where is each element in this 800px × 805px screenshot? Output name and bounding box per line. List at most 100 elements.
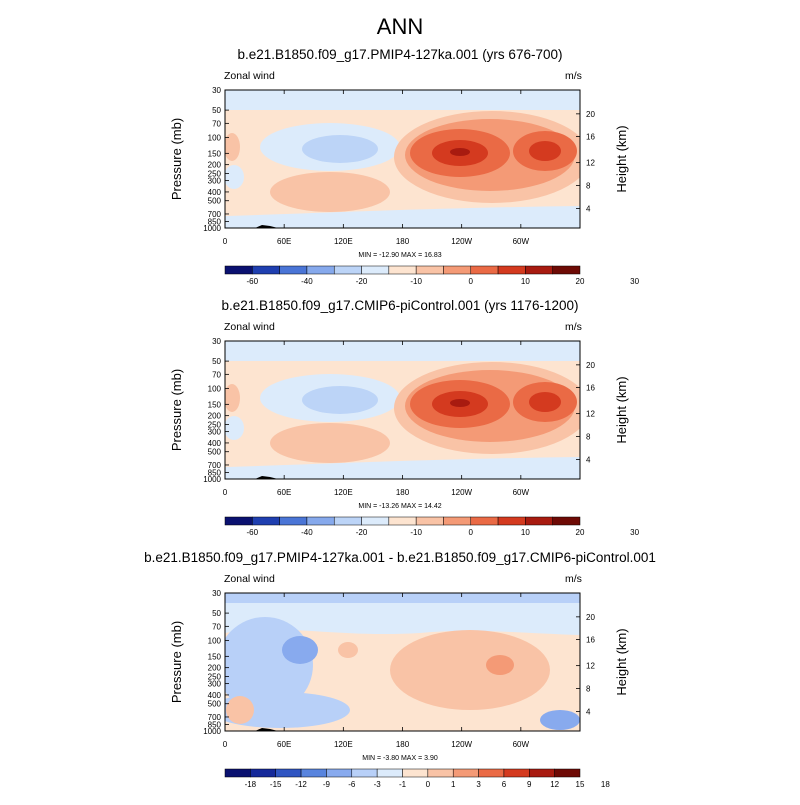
topography [255, 225, 278, 228]
colorbar-box [503, 768, 530, 778]
colorbar-label: 0 [469, 277, 474, 286]
contour-region [529, 392, 561, 412]
x-tick-label: 180 [396, 237, 410, 246]
x-tick-label: 60W [513, 740, 530, 749]
contour-region [225, 692, 350, 728]
colorbar-box [306, 516, 335, 526]
y-tick-label: 400 [208, 691, 222, 700]
colorbar-label: 20 [576, 277, 585, 286]
colorbar-box [252, 516, 280, 526]
y-tick-label: 1000 [203, 727, 221, 736]
colorbar-box [470, 516, 499, 526]
y-tick-label: 150 [208, 652, 222, 661]
colorbar-box [326, 768, 353, 778]
contour-plot: 3050701001502002503004005007008501000201… [169, 337, 640, 537]
y-tick-label: 200 [208, 161, 222, 170]
y-tick-label: 30 [212, 86, 221, 95]
colorbar-label: -20 [356, 528, 368, 537]
contour-region [302, 386, 378, 414]
y-tick-label: 70 [212, 622, 221, 631]
colorbar-label: 18 [601, 780, 610, 789]
right-tick-label: 20 [586, 110, 595, 119]
colorbar-label: 0 [426, 780, 431, 789]
y-axis-title: Pressure (mb) [169, 369, 184, 451]
contour-region [529, 141, 561, 161]
colorbar-box [415, 516, 444, 526]
y-tick-label: 1000 [203, 475, 221, 484]
main-title: ANN [376, 14, 424, 39]
colorbar-label: 1 [451, 780, 456, 789]
contour-region [225, 593, 580, 603]
y-tick-label: 250 [208, 169, 222, 178]
y-tick-label: 50 [212, 609, 221, 618]
colorbar-box [554, 768, 581, 778]
min-max-text: MIN = -13.26 MAX = 14.42 [358, 503, 442, 510]
right-tick-label: 16 [586, 133, 595, 142]
colorbar-label: -10 [410, 277, 422, 286]
colorbar-label: 30 [630, 277, 639, 286]
y-tick-label: 100 [208, 636, 222, 645]
filled-contours [225, 341, 580, 479]
colorbar-box [525, 265, 553, 275]
contour-region [390, 630, 550, 710]
colorbar-label: 10 [521, 277, 530, 286]
contour-region [270, 172, 390, 212]
right-tick-label: 12 [586, 662, 595, 671]
colorbar-box [376, 768, 403, 778]
y-tick-label: 200 [208, 664, 222, 673]
colorbar-box [497, 516, 526, 526]
x-tick-label: 120E [334, 237, 353, 246]
contour-region [540, 710, 580, 730]
colorbar-box [224, 516, 253, 526]
right-tick-label: 16 [586, 384, 595, 393]
contour-plot: 3050701001502002503004005007008501000201… [169, 86, 640, 286]
contour-region [338, 642, 358, 658]
right-axis-title: Height (km) [614, 376, 629, 443]
right-tick-label: 8 [586, 182, 591, 191]
right-tick-label: 20 [586, 361, 595, 370]
y-tick-label: 100 [208, 133, 222, 142]
y-tick-label: 300 [208, 428, 222, 437]
panel-title: b.e21.B1850.f09_g17.PMIP4-127ka.001 - b.… [144, 550, 656, 565]
colorbar-label: 10 [521, 528, 530, 537]
variable-label: Zonal wind [224, 573, 275, 585]
x-tick-label: 0 [223, 488, 228, 497]
y-tick-label: 250 [208, 420, 222, 429]
colorbar-label: 6 [502, 780, 507, 789]
colorbar-box [497, 265, 526, 275]
chart-panel-middle: b.e21.B1850.f09_g17.CMIP6-piControl.001 … [0, 298, 800, 553]
units-label: m/s [565, 321, 582, 333]
colorbar-box [478, 768, 505, 778]
colorbar-box [529, 768, 555, 778]
panel-title: b.e21.B1850.f09_g17.PMIP4-127ka.001 (yrs… [237, 47, 563, 62]
colorbar-box [300, 768, 327, 778]
variable-label: Zonal wind [224, 70, 275, 82]
colorbar-label: 9 [527, 780, 532, 789]
colorbar-box [415, 265, 444, 275]
colorbar-label: -10 [410, 528, 422, 537]
colorbar-box [402, 768, 429, 778]
contour-region [225, 206, 580, 228]
colorbar-box [252, 265, 280, 275]
colorbar-label: -20 [356, 277, 368, 286]
y-tick-label: 30 [212, 589, 221, 598]
contour-region [486, 655, 514, 675]
x-tick-label: 120E [334, 740, 353, 749]
chart-panel-bottom: b.e21.B1850.f09_g17.PMIP4-127ka.001 - b.… [0, 550, 800, 805]
contour-region [225, 90, 580, 110]
contour-region [225, 457, 580, 479]
colorbar-box [361, 516, 390, 526]
colorbar-box [470, 265, 499, 275]
y-tick-label: 100 [208, 384, 222, 393]
right-tick-label: 20 [586, 613, 595, 622]
colorbar-box [388, 265, 417, 275]
colorbar-box [224, 768, 251, 778]
colorbar-label: -15 [270, 780, 282, 789]
colorbar-label: 12 [550, 780, 559, 789]
right-tick-label: 4 [586, 205, 591, 214]
y-tick-label: 300 [208, 177, 222, 186]
y-axis-title: Pressure (mb) [169, 621, 184, 703]
y-tick-label: 250 [208, 672, 222, 681]
colorbar-box [361, 265, 390, 275]
contour-region [225, 133, 240, 161]
